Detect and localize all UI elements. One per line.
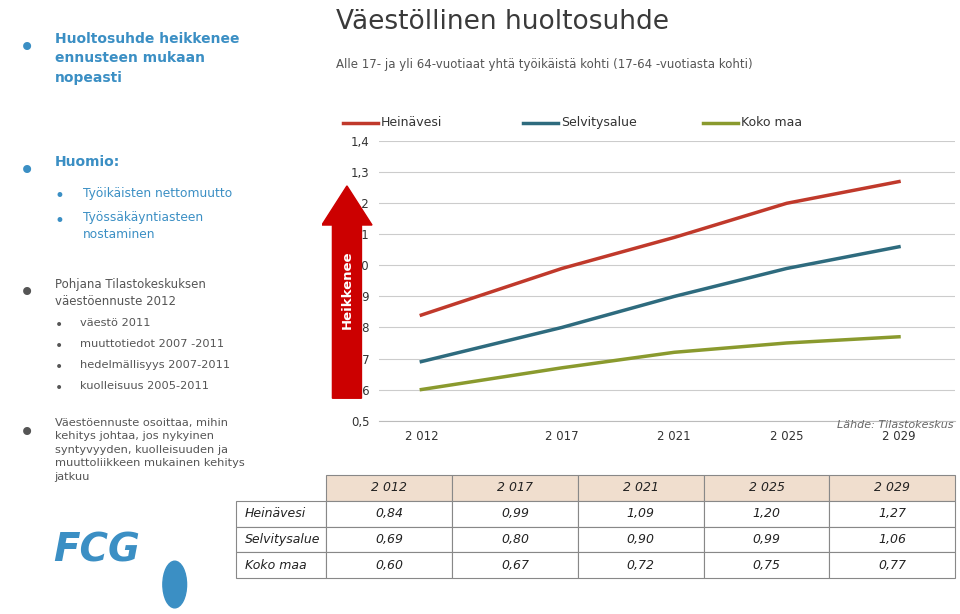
Text: Väestöllinen huoltosuhde: Väestöllinen huoltosuhde bbox=[336, 9, 669, 35]
Text: Työssäkäyntiasteen
nostaminen: Työssäkäyntiasteen nostaminen bbox=[83, 211, 203, 241]
Text: •: • bbox=[55, 212, 64, 230]
Text: Työikäisten nettomuutto: Työikäisten nettomuutto bbox=[83, 187, 232, 200]
Text: •: • bbox=[55, 360, 62, 374]
Circle shape bbox=[163, 561, 186, 608]
Text: kuolleisuus 2005-2011: kuolleisuus 2005-2011 bbox=[80, 381, 208, 391]
Text: •: • bbox=[55, 339, 62, 353]
Text: •: • bbox=[19, 34, 35, 62]
Text: Pohjana Tilastokeskuksen
väestöennuste 2012: Pohjana Tilastokeskuksen väestöennuste 2… bbox=[55, 278, 205, 308]
Text: Huomio:: Huomio: bbox=[55, 155, 120, 169]
Text: •: • bbox=[19, 419, 35, 447]
Text: FCG: FCG bbox=[53, 531, 140, 569]
FancyArrow shape bbox=[322, 186, 372, 398]
Text: •: • bbox=[55, 187, 64, 205]
Text: •: • bbox=[19, 279, 35, 308]
Text: hedelmällisyys 2007-2011: hedelmällisyys 2007-2011 bbox=[80, 360, 229, 370]
Text: •: • bbox=[55, 381, 62, 395]
Text: Väestöennuste osoittaa, mihin
kehitys johtaa, jos nykyinen
syntyvyyden, kuolleis: Väestöennuste osoittaa, mihin kehitys jo… bbox=[55, 418, 245, 482]
Text: Koko maa: Koko maa bbox=[741, 116, 803, 130]
Text: •: • bbox=[55, 318, 62, 332]
Text: •: • bbox=[19, 157, 35, 185]
Text: Heikkenee: Heikkenee bbox=[341, 250, 353, 328]
Text: Huoltosuhde heikkenee
ennusteen mukaan
nopeasti: Huoltosuhde heikkenee ennusteen mukaan n… bbox=[55, 32, 239, 85]
Text: Selvitysalue: Selvitysalue bbox=[562, 116, 637, 130]
Text: väestö 2011: väestö 2011 bbox=[80, 318, 150, 328]
Text: Lähde: Tilastokeskus: Lähde: Tilastokeskus bbox=[837, 420, 953, 430]
Text: muuttotiedot 2007 -2011: muuttotiedot 2007 -2011 bbox=[80, 339, 224, 349]
Text: Alle 17- ja yli 64-vuotiaat yhtä työikäistä kohti (17-64 -vuotiasta kohti): Alle 17- ja yli 64-vuotiaat yhtä työikäi… bbox=[336, 58, 753, 71]
Text: Heinävesi: Heinävesi bbox=[381, 116, 443, 130]
